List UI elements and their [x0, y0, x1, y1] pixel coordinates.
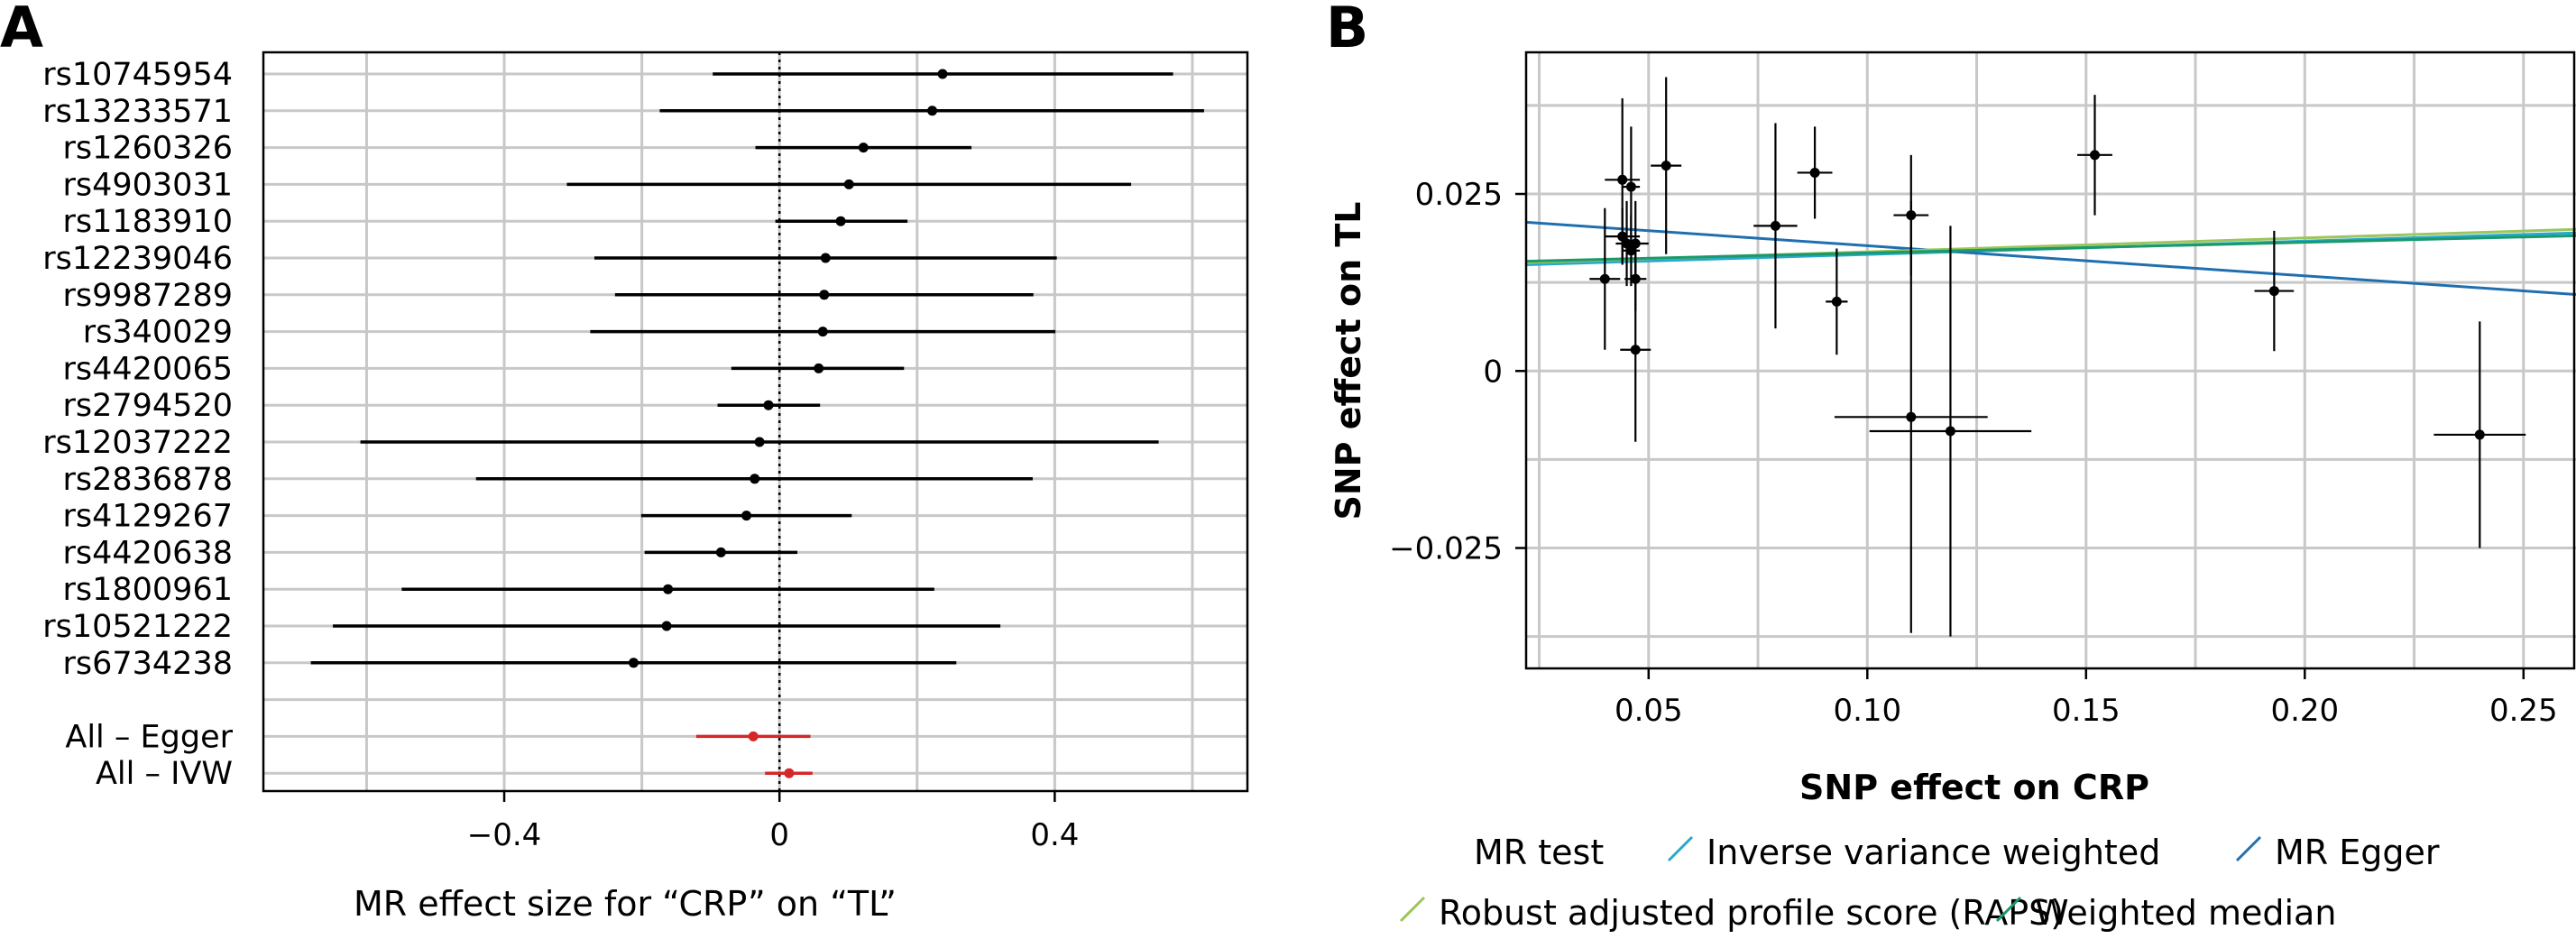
snp-label: rs10521222 — [42, 609, 233, 645]
forest-plot-frame — [262, 51, 1249, 793]
snp-point — [1617, 231, 1628, 242]
snp-estimate-point — [819, 290, 830, 300]
snp-label: rs1183910 — [62, 204, 233, 240]
snp-point — [2090, 150, 2100, 161]
snp-estimate-point — [937, 69, 948, 79]
legend-key — [2235, 835, 2262, 862]
snp-label: rs2836878 — [62, 462, 233, 498]
snp-point — [1809, 167, 1820, 178]
snp-estimate-point — [843, 179, 854, 189]
snp-label: rs4903031 — [62, 167, 233, 203]
scatter-plot-x-axis-title: SNP effect on CRP — [1799, 768, 2149, 807]
summary-label: All – Egger — [65, 719, 233, 755]
snp-label: rs6734238 — [62, 646, 233, 682]
scatter-plot-y-tick-label: −0.025 — [1389, 531, 1503, 567]
forest-plot-x-tick-label: −0.4 — [467, 817, 542, 853]
scatter-plot-frame — [1524, 51, 2576, 670]
summary-estimate-point — [748, 731, 759, 741]
snp-estimate-point — [858, 143, 869, 153]
snp-estimate-point — [750, 474, 760, 484]
snp-point — [1630, 345, 1641, 355]
snp-label: rs9987289 — [62, 278, 233, 314]
snp-point — [1617, 174, 1628, 185]
snp-point — [1831, 296, 1842, 307]
snp-estimate-point — [817, 327, 828, 337]
legend-key — [1995, 896, 2022, 923]
snp-point — [2268, 286, 2279, 297]
summary-estimate-point — [784, 768, 795, 778]
scatter-plot-points — [1589, 77, 2526, 637]
snp-label: rs2794520 — [62, 388, 233, 424]
scatter-plot-panel: 0.05 0.10 0.15 0.20 0.25 −0.025 0 0.025 SNP ef… — [1329, 51, 2576, 807]
forest-plot-snp-labels: rs10745954rs13233571rs1260326rs4903031rs… — [42, 57, 233, 792]
legend-label: Inverse variance weighted — [1707, 833, 2160, 872]
snp-label: rs13233571 — [42, 94, 233, 130]
snp-estimate-point — [927, 106, 938, 116]
legend: MR test Inverse variance weighted MR Egge… — [1399, 833, 2440, 933]
legend-label: MR Egger — [2275, 833, 2440, 872]
scatter-plot-y-tick-label: 0.025 — [1415, 177, 1503, 213]
snp-point — [1599, 273, 1610, 284]
snp-estimate-point — [820, 253, 831, 263]
legend-label: Weighted median — [2035, 893, 2336, 933]
snp-point — [1625, 181, 1636, 192]
snp-point — [1625, 245, 1636, 256]
snp-point — [1906, 411, 1917, 422]
scatter-plot-y-axis-title: SNP effect on TL — [1329, 201, 1368, 520]
snp-estimate-point — [763, 400, 774, 410]
legend-title: MR test — [1474, 833, 1604, 872]
snp-label: rs1260326 — [62, 131, 233, 167]
snp-label: rs4129267 — [62, 499, 233, 535]
scatter-plot-x-tick-label: 0.25 — [2489, 693, 2558, 729]
snp-point — [1661, 161, 1671, 171]
scatter-plot-x-tick-label: 0.15 — [2052, 693, 2121, 729]
forest-plot-rows — [310, 69, 1204, 778]
legend-label: Robust adjusted profile score (RAPS) — [1439, 893, 2064, 933]
forest-plot-x-ticks: −0.4 0 0.4 — [467, 791, 1079, 853]
snp-estimate-point — [835, 216, 846, 226]
forest-plot-x-tick-label: 0.4 — [1030, 817, 1079, 853]
panel-a-letter: A — [0, 0, 43, 60]
snp-estimate-point — [661, 621, 672, 631]
snp-point — [1770, 220, 1780, 231]
snp-estimate-point — [715, 547, 726, 557]
snp-label: rs12239046 — [42, 241, 233, 277]
snp-label: rs1800961 — [62, 572, 233, 608]
scatter-plot-x-tick-label: 0.20 — [2270, 693, 2339, 729]
snp-point — [2474, 429, 2485, 440]
panel-b-letter: B — [1326, 0, 1368, 60]
snp-label: rs4420065 — [62, 351, 233, 387]
scatter-plot-grid — [1526, 52, 2576, 668]
snp-estimate-point — [663, 584, 674, 594]
snp-estimate-point — [741, 511, 752, 521]
snp-point — [1945, 426, 1955, 437]
forest-plot-x-tick-label: 0 — [769, 817, 789, 853]
mr-line — [1525, 234, 2576, 263]
summary-label: All – IVW — [96, 756, 233, 792]
snp-label: rs340029 — [83, 315, 233, 351]
legend-items: Inverse variance weighted MR Egger Robust … — [1399, 833, 2440, 933]
snp-label: rs10745954 — [42, 57, 233, 93]
scatter-plot-x-tick-label: 0.10 — [1833, 693, 1901, 729]
scatter-plot-x-ticks: 0.05 0.10 0.15 0.20 0.25 — [1615, 668, 2558, 729]
snp-estimate-point — [814, 363, 824, 373]
forest-plot-grid — [263, 52, 1247, 791]
scatter-plot-y-tick-label: 0 — [1483, 354, 1503, 390]
snp-estimate-point — [628, 658, 639, 668]
forest-plot-panel: rs10745954rs13233571rs1260326rs4903031rs… — [42, 51, 1249, 924]
mr-line — [1525, 220, 2576, 296]
forest-plot-x-axis-title: MR effect size for “CRP” on “TL” — [354, 884, 897, 924]
scatter-plot-x-tick-label: 0.05 — [1615, 693, 1683, 729]
legend-key — [1667, 835, 1694, 862]
snp-label: rs4420638 — [62, 535, 233, 571]
scatter-plot-mr-lines — [1525, 220, 2576, 296]
snp-label: rs12037222 — [42, 425, 233, 461]
snp-point — [1622, 238, 1633, 249]
scatter-plot-y-ticks: −0.025 0 0.025 — [1389, 177, 1526, 567]
legend-key — [1399, 896, 1426, 923]
snp-estimate-point — [754, 437, 765, 447]
